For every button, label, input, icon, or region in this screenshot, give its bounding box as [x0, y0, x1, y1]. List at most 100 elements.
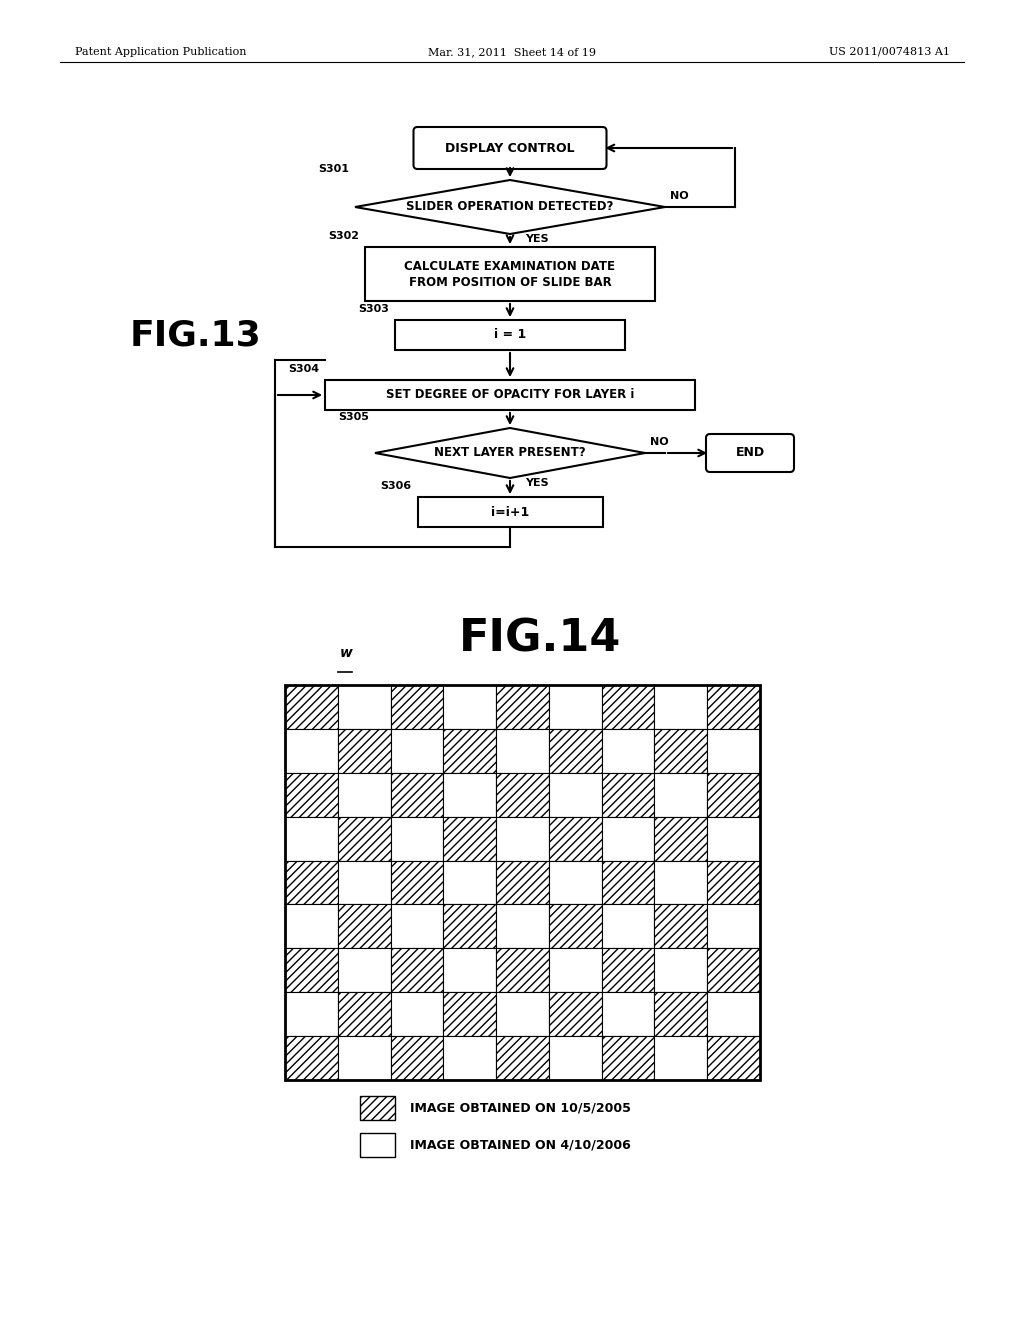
Text: S301: S301	[318, 164, 349, 174]
Text: i = 1: i = 1	[494, 329, 526, 342]
Bar	[708, 729, 760, 772]
Bar	[390, 817, 443, 861]
Bar	[338, 817, 390, 861]
Bar	[549, 772, 602, 817]
Bar	[390, 948, 443, 993]
Bar	[654, 729, 708, 772]
Bar	[496, 685, 549, 729]
Bar	[365, 247, 655, 301]
Bar	[654, 861, 708, 904]
Text: SET DEGREE OF OPACITY FOR LAYER i: SET DEGREE OF OPACITY FOR LAYER i	[386, 388, 634, 401]
Bar	[496, 993, 549, 1036]
Text: SLIDER OPERATION DETECTED?: SLIDER OPERATION DETECTED?	[407, 201, 613, 214]
Bar	[338, 685, 390, 729]
Bar	[602, 729, 654, 772]
Bar	[325, 380, 695, 411]
Bar	[549, 993, 602, 1036]
Text: IMAGE OBTAINED ON 4/10/2006: IMAGE OBTAINED ON 4/10/2006	[410, 1138, 631, 1151]
Text: FIG.13: FIG.13	[130, 318, 262, 352]
Bar	[654, 993, 708, 1036]
Bar	[708, 1036, 760, 1080]
Bar	[496, 1036, 549, 1080]
Bar	[602, 817, 654, 861]
Bar	[602, 948, 654, 993]
Bar	[708, 993, 760, 1036]
Bar	[708, 904, 760, 948]
Bar	[654, 904, 708, 948]
Bar	[708, 861, 760, 904]
Bar	[360, 1133, 395, 1158]
Bar	[654, 817, 708, 861]
Bar	[443, 861, 496, 904]
Bar	[602, 993, 654, 1036]
Text: CALCULATE EXAMINATION DATE
FROM POSITION OF SLIDE BAR: CALCULATE EXAMINATION DATE FROM POSITION…	[404, 260, 615, 289]
Bar	[285, 685, 338, 729]
Bar	[708, 817, 760, 861]
Bar	[708, 772, 760, 817]
Bar	[360, 1096, 395, 1119]
Bar	[285, 904, 338, 948]
Bar	[390, 861, 443, 904]
Bar	[549, 817, 602, 861]
Bar	[443, 948, 496, 993]
Bar	[602, 685, 654, 729]
Text: IMAGE OBTAINED ON 10/5/2005: IMAGE OBTAINED ON 10/5/2005	[410, 1101, 631, 1114]
Bar	[443, 1036, 496, 1080]
Bar	[338, 861, 390, 904]
Bar	[285, 685, 760, 1080]
Bar	[496, 772, 549, 817]
Bar	[390, 993, 443, 1036]
Text: US 2011/0074813 A1: US 2011/0074813 A1	[829, 48, 950, 57]
FancyBboxPatch shape	[706, 434, 794, 473]
Bar	[708, 948, 760, 993]
Bar	[338, 729, 390, 772]
Bar	[285, 1036, 338, 1080]
Bar	[285, 772, 338, 817]
Bar	[602, 772, 654, 817]
Bar	[443, 993, 496, 1036]
Bar	[338, 904, 390, 948]
Bar	[496, 729, 549, 772]
Bar	[390, 685, 443, 729]
Bar	[443, 772, 496, 817]
Text: S306: S306	[380, 480, 412, 491]
Text: S305: S305	[338, 412, 369, 422]
Text: END: END	[735, 446, 765, 459]
Bar	[338, 948, 390, 993]
Bar	[602, 1036, 654, 1080]
Bar	[549, 1036, 602, 1080]
Bar	[602, 861, 654, 904]
Bar	[338, 1036, 390, 1080]
Bar	[496, 904, 549, 948]
Bar	[549, 861, 602, 904]
Bar	[549, 904, 602, 948]
Bar	[285, 729, 338, 772]
Bar	[418, 498, 602, 527]
Bar	[496, 861, 549, 904]
Text: FIG.14: FIG.14	[459, 616, 622, 660]
Bar	[496, 948, 549, 993]
Bar	[338, 993, 390, 1036]
Text: S302: S302	[328, 231, 359, 242]
Bar	[443, 729, 496, 772]
Bar	[654, 1036, 708, 1080]
Bar	[390, 772, 443, 817]
Text: Patent Application Publication: Patent Application Publication	[75, 48, 247, 57]
Text: YES: YES	[525, 478, 549, 488]
Text: NO: NO	[670, 191, 688, 201]
Bar	[443, 904, 496, 948]
Bar	[549, 685, 602, 729]
Bar	[285, 948, 338, 993]
Text: Mar. 31, 2011  Sheet 14 of 19: Mar. 31, 2011 Sheet 14 of 19	[428, 48, 596, 57]
Bar	[338, 772, 390, 817]
Bar	[496, 817, 549, 861]
Bar	[708, 685, 760, 729]
Text: YES: YES	[525, 234, 549, 244]
Bar	[654, 772, 708, 817]
Polygon shape	[355, 180, 665, 234]
Bar	[602, 904, 654, 948]
Bar	[285, 861, 338, 904]
Text: S303: S303	[358, 304, 389, 314]
Text: NEXT LAYER PRESENT?: NEXT LAYER PRESENT?	[434, 446, 586, 459]
Bar	[390, 1036, 443, 1080]
